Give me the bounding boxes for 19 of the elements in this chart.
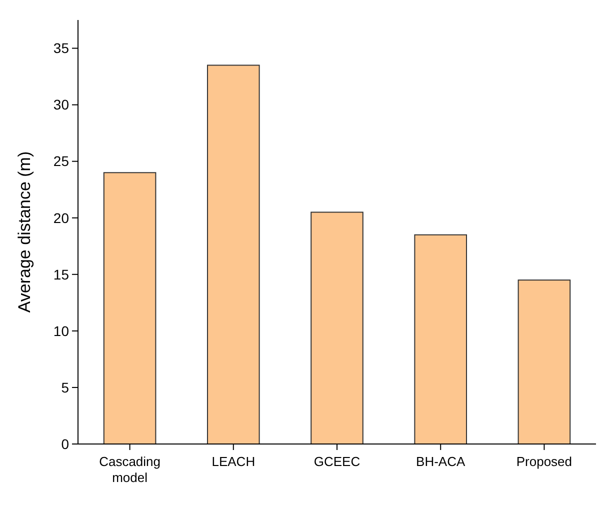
x-tick-label: GCEEC [314,454,360,469]
x-tick-label: Proposed [516,454,572,469]
y-tick-label: 30 [53,96,70,113]
x-tick-label: BH-ACA [416,454,466,469]
bar [518,280,571,444]
x-tick-label: Cascading model [99,454,161,485]
y-tick-label: 0 [61,436,70,452]
y-axis-title: Average distance (m) [15,151,34,313]
bar [207,64,260,444]
bar [310,212,364,444]
bar [103,172,156,444]
bar [414,234,467,444]
y-tick-label: 10 [53,322,70,339]
y-tick-label: 25 [53,153,70,170]
y-tick-label: 5 [61,379,70,396]
y-tick-label: 35 [53,40,70,56]
y-tick-label: 15 [53,266,70,282]
y-tick-label: 20 [53,210,70,226]
x-tick-label: LEACH [212,454,256,469]
